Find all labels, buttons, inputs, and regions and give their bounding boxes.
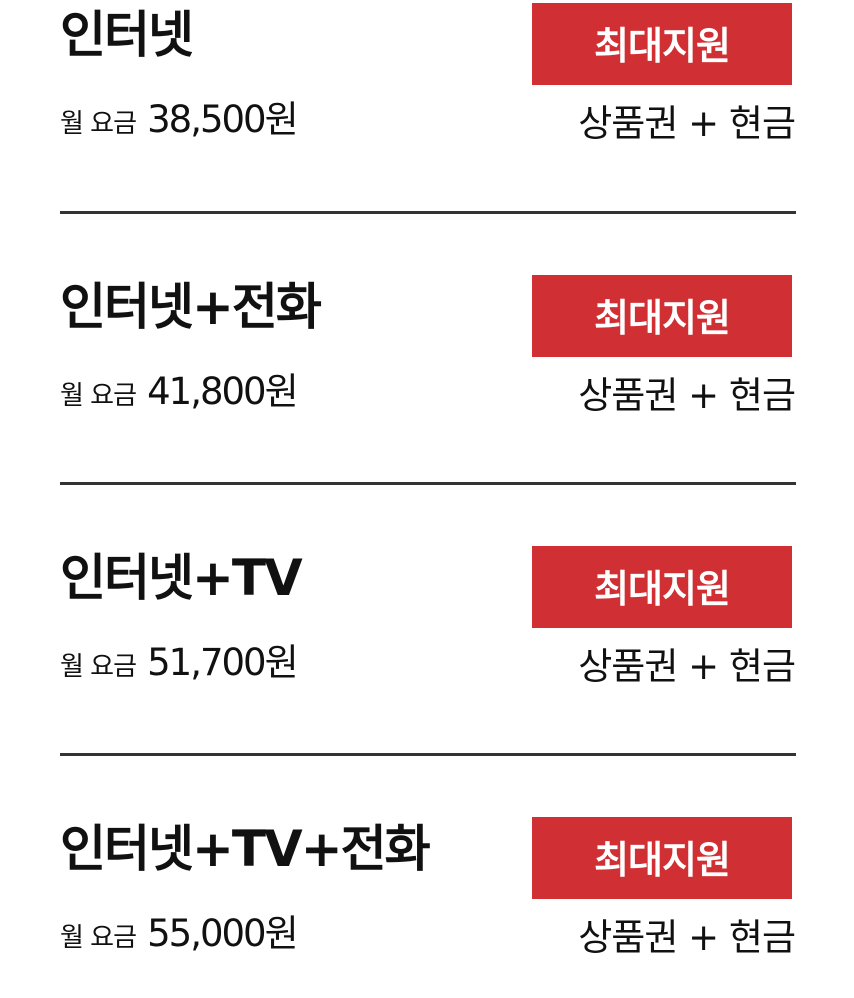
price-label: 월 요금: [60, 652, 137, 682]
monthly-price: 월 요금 51,700원: [60, 635, 299, 691]
plan-name: 인터넷+TV+전화: [60, 820, 431, 878]
divider: [60, 482, 796, 485]
plan-internet-tv-phone: 인터넷+TV+전화 월 요금 55,000원 최대지원 상품권 + 현금: [60, 814, 796, 984]
plan-internet-phone: 인터넷+전화 월 요금 41,800원 최대지원 상품권 + 현금: [60, 272, 796, 442]
monthly-price: 월 요금 38,500원: [60, 92, 299, 148]
plan-name: 인터넷: [60, 6, 194, 64]
max-support-badge: 최대지원: [532, 3, 792, 85]
benefit-text: 상품권 + 현금: [578, 645, 796, 688]
price-label: 월 요금: [60, 923, 137, 953]
max-support-badge: 최대지원: [532, 275, 792, 357]
benefit-text: 상품권 + 현금: [578, 374, 796, 417]
price-amount: 55,000원: [147, 912, 299, 955]
price-amount: 51,700원: [147, 641, 299, 684]
plan-internet: 인터넷 월 요금 38,500원 최대지원 상품권 + 현금: [60, 0, 796, 170]
divider: [60, 211, 796, 214]
monthly-price: 월 요금 55,000원: [60, 906, 299, 962]
max-support-badge: 최대지원: [532, 546, 792, 628]
benefit-text: 상품권 + 현금: [578, 102, 796, 145]
plan-name: 인터넷+TV: [60, 549, 303, 607]
price-amount: 41,800원: [147, 370, 299, 413]
plan-name: 인터넷+전화: [60, 278, 322, 336]
max-support-badge: 최대지원: [532, 817, 792, 899]
price-amount: 38,500원: [147, 98, 299, 141]
monthly-price: 월 요금 41,800원: [60, 364, 299, 420]
price-label: 월 요금: [60, 381, 137, 411]
divider: [60, 753, 796, 756]
benefit-text: 상품권 + 현금: [578, 916, 796, 959]
price-label: 월 요금: [60, 109, 137, 139]
plan-internet-tv: 인터넷+TV 월 요금 51,700원 최대지원 상품권 + 현금: [60, 543, 796, 713]
